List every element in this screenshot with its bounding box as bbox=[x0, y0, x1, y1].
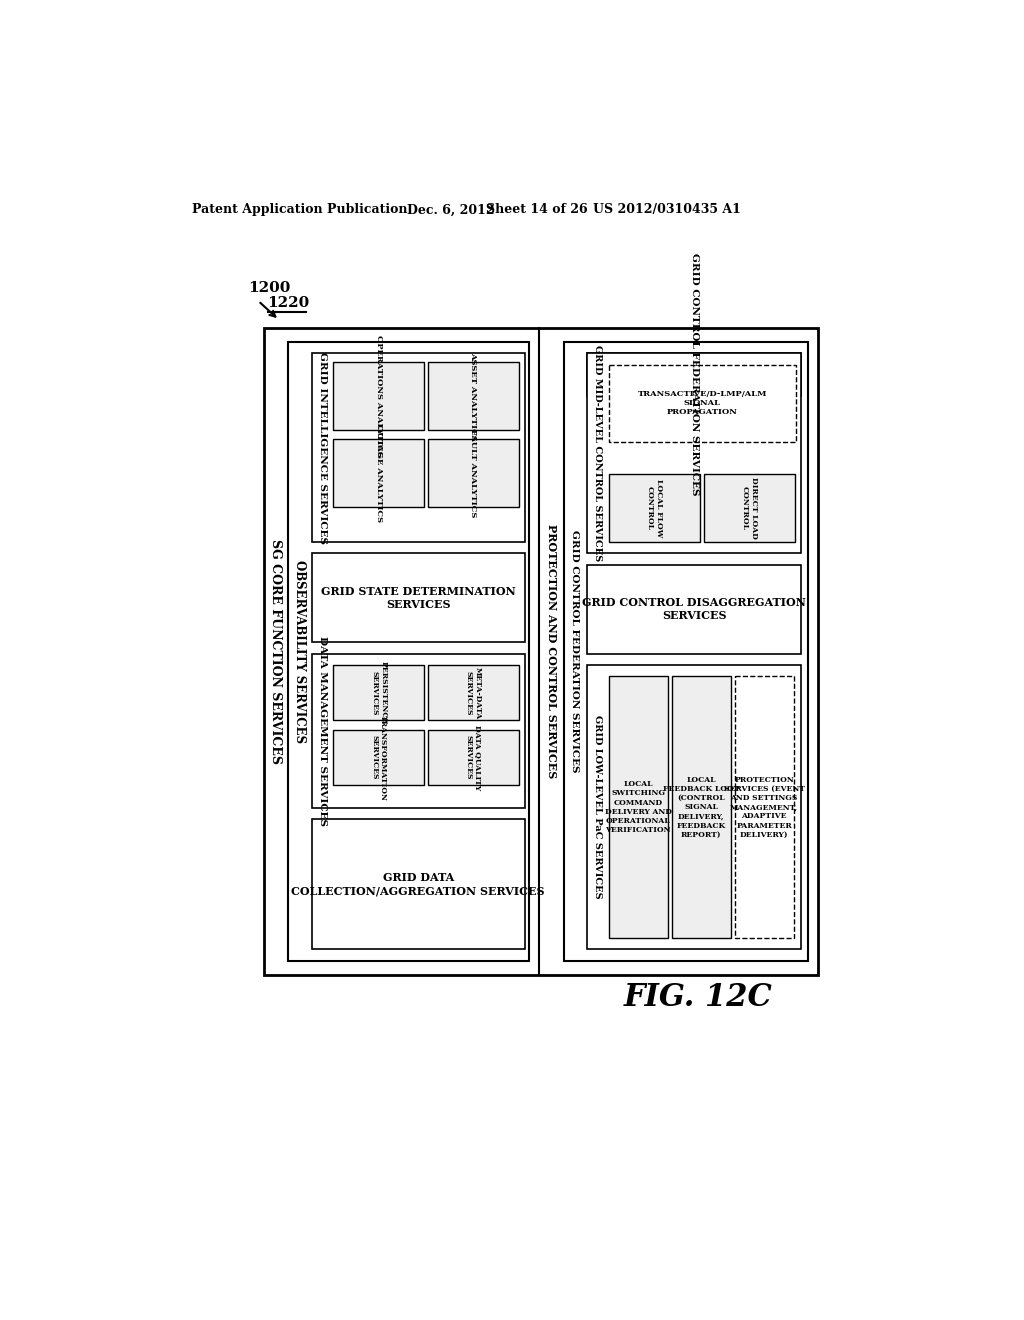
Bar bbox=[263, 327, 818, 974]
Text: FAULT ANALYTICS: FAULT ANALYTICS bbox=[469, 429, 477, 517]
Bar bbox=[334, 363, 424, 430]
Text: LOCAL
SWITCHING
COMMAND
DELIVERY AND
OPERATIONAL
VERIFICATION: LOCAL SWITCHING COMMAND DELIVERY AND OPE… bbox=[604, 780, 672, 834]
Bar bbox=[587, 565, 802, 653]
Bar bbox=[563, 342, 808, 961]
Text: GRID CONTROL DISAGGREGATION
SERVICES: GRID CONTROL DISAGGREGATION SERVICES bbox=[583, 598, 806, 622]
Bar bbox=[428, 665, 518, 721]
Text: 1220: 1220 bbox=[267, 296, 309, 310]
Bar bbox=[428, 730, 518, 785]
Text: 1200: 1200 bbox=[248, 281, 291, 294]
Bar bbox=[608, 364, 796, 442]
Text: LOCAL FLOW
CONTROL: LOCAL FLOW CONTROL bbox=[645, 479, 663, 537]
Bar bbox=[672, 676, 731, 939]
Text: DATA MANAGEMENT SERVICES: DATA MANAGEMENT SERVICES bbox=[318, 635, 327, 825]
Text: PROTECTION AND CONTROL SERVICES: PROTECTION AND CONTROL SERVICES bbox=[546, 524, 557, 779]
Bar bbox=[703, 474, 796, 543]
Text: SG CORE FUNCTION SERVICES: SG CORE FUNCTION SERVICES bbox=[268, 539, 282, 764]
Text: GRID STATE DETERMINATION
SERVICES: GRID STATE DETERMINATION SERVICES bbox=[321, 586, 516, 610]
Text: Dec. 6, 2012: Dec. 6, 2012 bbox=[407, 203, 495, 216]
Bar bbox=[587, 354, 802, 553]
Text: GRID CONTROL FEDERATION SERVICES: GRID CONTROL FEDERATION SERVICES bbox=[689, 253, 698, 495]
Text: FIG. 12C: FIG. 12C bbox=[624, 982, 772, 1014]
Text: META-DATA
SERVICES: META-DATA SERVICES bbox=[465, 667, 482, 719]
Bar bbox=[311, 818, 524, 949]
Bar bbox=[334, 665, 424, 721]
Bar bbox=[334, 440, 424, 507]
Text: GRID DATA
COLLECTION/AGGREGATION SERVICES: GRID DATA COLLECTION/AGGREGATION SERVICE… bbox=[292, 873, 545, 896]
Bar bbox=[734, 676, 794, 939]
Text: GRID LOW-LEVEL PaC SERVICES: GRID LOW-LEVEL PaC SERVICES bbox=[593, 715, 602, 899]
Text: LOCAL
FEEDBACK LOOP
(CONTROL
SIGNAL
DELIVERY,
FEEDBACK
REPORT): LOCAL FEEDBACK LOOP (CONTROL SIGNAL DELI… bbox=[663, 776, 739, 838]
Text: Patent Application Publication: Patent Application Publication bbox=[193, 203, 408, 216]
Bar bbox=[334, 730, 424, 785]
Bar bbox=[587, 665, 802, 949]
Text: PERSISTENCE
SERVICES: PERSISTENCE SERVICES bbox=[370, 661, 387, 725]
Bar bbox=[428, 440, 518, 507]
Bar bbox=[587, 354, 802, 396]
Text: OUTAGE ANALYTICS: OUTAGE ANALYTICS bbox=[375, 424, 383, 523]
Text: TRANSACTIVE/D-LMP/ALM
SIGNAL
PROPAGATION: TRANSACTIVE/D-LMP/ALM SIGNAL PROPAGATION bbox=[638, 391, 767, 417]
Text: GRID INTELLIGENCE SERVICES: GRID INTELLIGENCE SERVICES bbox=[318, 351, 327, 544]
Bar bbox=[311, 553, 524, 642]
Text: TRANSFORMATION
SERVICES: TRANSFORMATION SERVICES bbox=[370, 714, 387, 800]
Bar bbox=[311, 653, 524, 808]
Text: OPERATIONS ANALYTICS: OPERATIONS ANALYTICS bbox=[375, 335, 383, 457]
Bar bbox=[311, 354, 524, 541]
Text: GRID MID-LEVEL CONTROL SERVICES: GRID MID-LEVEL CONTROL SERVICES bbox=[593, 346, 602, 561]
Text: Sheet 14 of 26: Sheet 14 of 26 bbox=[486, 203, 588, 216]
Bar bbox=[608, 676, 668, 939]
Text: PROTECTION
SERVICES (EVENT
AND SETTINGS
MANAGEMENT,
ADAPTIVE
PARAMETER
DELIVERY): PROTECTION SERVICES (EVENT AND SETTINGS … bbox=[724, 776, 805, 838]
Text: ASSET ANALYTICS: ASSET ANALYTICS bbox=[469, 352, 477, 441]
Text: DATA QUALITY
SERVICES: DATA QUALITY SERVICES bbox=[465, 725, 482, 791]
Text: OBSERVABILITY SERVICES: OBSERVABILITY SERVICES bbox=[293, 560, 306, 743]
Text: US 2012/0310435 A1: US 2012/0310435 A1 bbox=[593, 203, 741, 216]
Bar bbox=[289, 342, 528, 961]
Text: DIRECT LOAD
CONTROL: DIRECT LOAD CONTROL bbox=[741, 477, 758, 539]
Bar bbox=[608, 474, 700, 543]
Bar bbox=[428, 363, 518, 430]
Text: GRID CONTROL FEDERATION SERVICES: GRID CONTROL FEDERATION SERVICES bbox=[570, 529, 579, 772]
